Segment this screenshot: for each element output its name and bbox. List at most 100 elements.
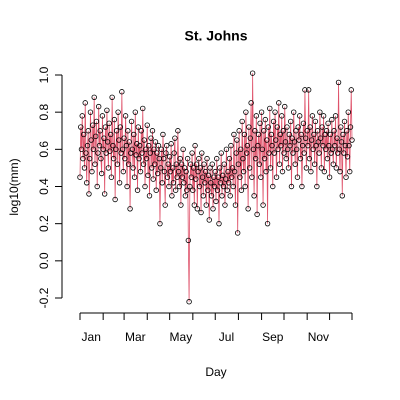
data-point [271, 150, 277, 156]
chart-title: St. Johns [184, 28, 247, 44]
data-point [101, 191, 108, 197]
data-point [116, 137, 122, 143]
data-point [89, 168, 95, 175]
data-point [233, 150, 239, 156]
data-point [244, 142, 251, 149]
data-point [202, 168, 209, 175]
data-point [279, 168, 286, 175]
data-point [184, 155, 191, 162]
data-point [314, 183, 320, 190]
data-point [77, 174, 83, 180]
data-point [226, 180, 232, 186]
data-point [79, 113, 85, 119]
data-point [188, 174, 195, 180]
data-point [265, 124, 272, 130]
data-point [223, 176, 229, 182]
data-point [243, 109, 249, 115]
data-point [311, 131, 317, 138]
data-point [98, 170, 105, 177]
data-point [266, 150, 272, 156]
data-point [326, 174, 333, 180]
data-point [302, 87, 308, 93]
data-point [270, 118, 277, 125]
data-point [345, 109, 351, 115]
data-point [110, 155, 117, 162]
data-point [242, 183, 248, 190]
data-point [325, 120, 331, 127]
data-point [237, 146, 244, 153]
data-point [109, 94, 115, 100]
data-point [225, 168, 231, 175]
data-point [193, 161, 200, 167]
data-point [270, 183, 276, 190]
data-point [277, 131, 283, 138]
data-point [349, 137, 355, 143]
data-point [246, 124, 252, 130]
x-tick-label: May [170, 330, 193, 344]
data-point [211, 183, 218, 190]
data-point [149, 128, 156, 134]
data-point [111, 116, 118, 123]
data-point [140, 105, 146, 112]
data-point [259, 146, 266, 153]
data-point [241, 131, 248, 138]
data-point [235, 161, 242, 167]
data-point [220, 183, 227, 190]
data-point [237, 174, 243, 180]
data-point [190, 165, 197, 171]
data-point [80, 155, 86, 162]
data-point [137, 168, 144, 175]
data-point [309, 113, 316, 119]
data-point [275, 146, 281, 153]
data-point [148, 135, 154, 141]
data-point [107, 131, 114, 138]
data-point [143, 155, 150, 162]
data-point [320, 142, 326, 149]
data-point [303, 165, 310, 171]
data-point [104, 139, 111, 145]
data-point [252, 128, 258, 134]
y-tick-label: 1.0 [37, 66, 51, 83]
data-point [217, 165, 223, 171]
data-point [87, 109, 94, 115]
data-point [172, 135, 178, 141]
data-point [276, 161, 283, 167]
data-point [323, 128, 330, 134]
data-point [157, 220, 163, 227]
data-point [299, 183, 305, 190]
data-point [123, 142, 130, 149]
data-point [248, 100, 254, 106]
data-point [255, 142, 261, 149]
data-point [177, 155, 183, 162]
data-point [134, 187, 141, 193]
data-point [166, 183, 172, 190]
data-point [317, 135, 324, 141]
data-point [294, 146, 300, 153]
data-point [276, 100, 282, 106]
data-point [93, 118, 100, 125]
data-point [100, 146, 106, 153]
data-point [288, 183, 295, 190]
data-point [214, 187, 221, 193]
data-point [135, 124, 141, 130]
data-point [320, 113, 327, 119]
data-point [122, 113, 129, 119]
data-point [78, 146, 85, 153]
data-point [280, 128, 286, 134]
data-point [346, 142, 352, 149]
data-point [221, 161, 227, 167]
data-point [146, 142, 152, 149]
data-point [210, 206, 216, 212]
data-point [260, 202, 266, 208]
data-point [335, 79, 342, 86]
data-point [133, 152, 139, 158]
data-point [209, 161, 215, 167]
data-point [178, 202, 184, 208]
data-point [297, 155, 304, 162]
data-point [338, 124, 344, 130]
data-point [173, 161, 180, 167]
data-point [192, 142, 198, 149]
data-point [86, 191, 92, 197]
